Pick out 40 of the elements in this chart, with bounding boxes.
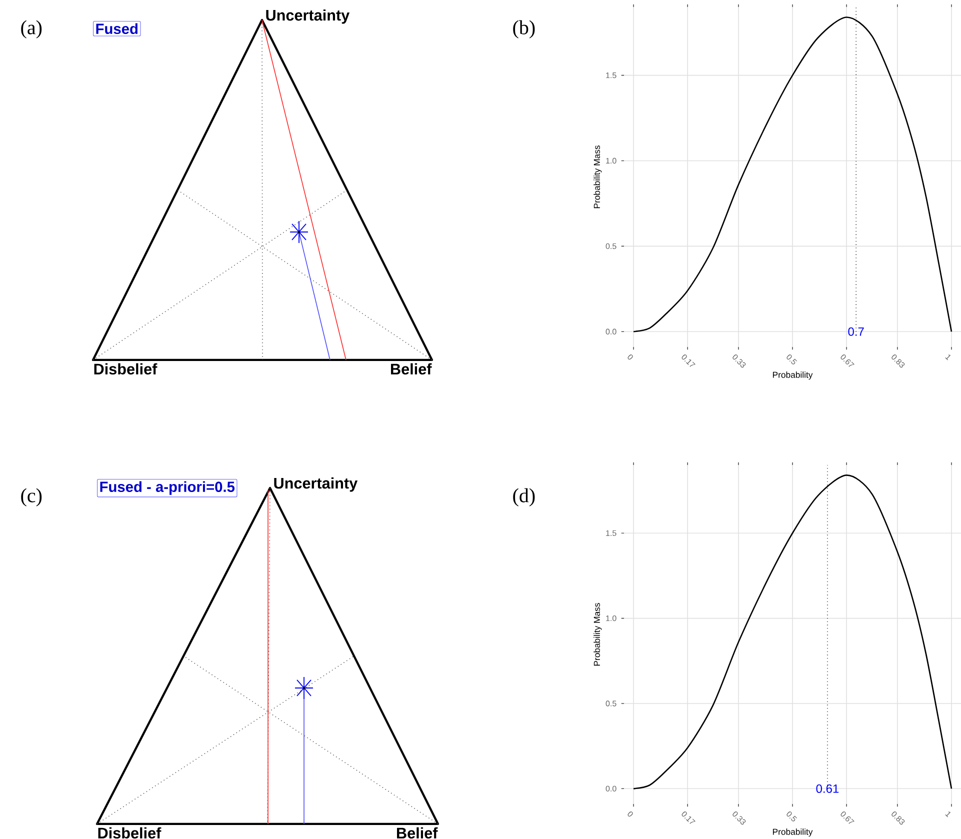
text: Fused - a-priori=0.5 [100,481,235,495]
y-tick-label: 1.5 [606,530,616,536]
text: Disbelief [98,827,162,839]
x-tick-label: 0.17 [682,354,696,367]
y-axis-title: Probability Mass [594,603,602,666]
text: Disbelief [94,363,158,375]
ref-line-label: 0.7 [848,327,864,336]
text: Belief [391,363,432,375]
y-tick-label: 0.0 [606,786,616,792]
text: (c) [21,488,42,506]
x-tick-label: 0 [628,354,633,360]
x-tick-label: 0.5 [786,354,798,364]
x-tick-label: 0.83 [892,354,905,368]
x-tick-label: 0.33 [732,354,746,368]
x-axis-title: Probability [772,828,813,837]
text: Belief [397,827,438,839]
text: Fused [96,23,138,34]
x-tick-label: 0.67 [840,354,854,367]
x-tick-label: 0.83 [892,812,905,825]
x-axis-title: Probability [772,372,813,380]
x-tick-label: 1 [945,812,951,818]
x-tick-label: 0.33 [732,812,746,825]
text: Uncertainty [266,9,350,24]
y-axis-title: Probability Mass [594,146,602,208]
ref-line-label: 0.61 [816,784,839,793]
x-tick-label: 0 [628,812,633,817]
y-tick-label: 0.5 [606,700,616,706]
text: Uncertainty [274,477,358,492]
y-tick-label: 1.0 [606,615,616,622]
x-tick-label: 0.5 [786,812,798,822]
text: (b) [513,20,535,38]
text: (a) [21,20,42,38]
x-tick-label: 0.17 [682,812,696,824]
x-tick-label: 0.67 [840,812,854,824]
y-tick-label: 0.0 [606,328,616,334]
y-tick-label: 0.5 [606,243,616,250]
y-tick-label: 1.0 [606,158,616,164]
text: (d) [513,488,535,506]
y-tick-label: 1.5 [606,72,616,78]
x-tick-label: 1 [945,354,951,360]
